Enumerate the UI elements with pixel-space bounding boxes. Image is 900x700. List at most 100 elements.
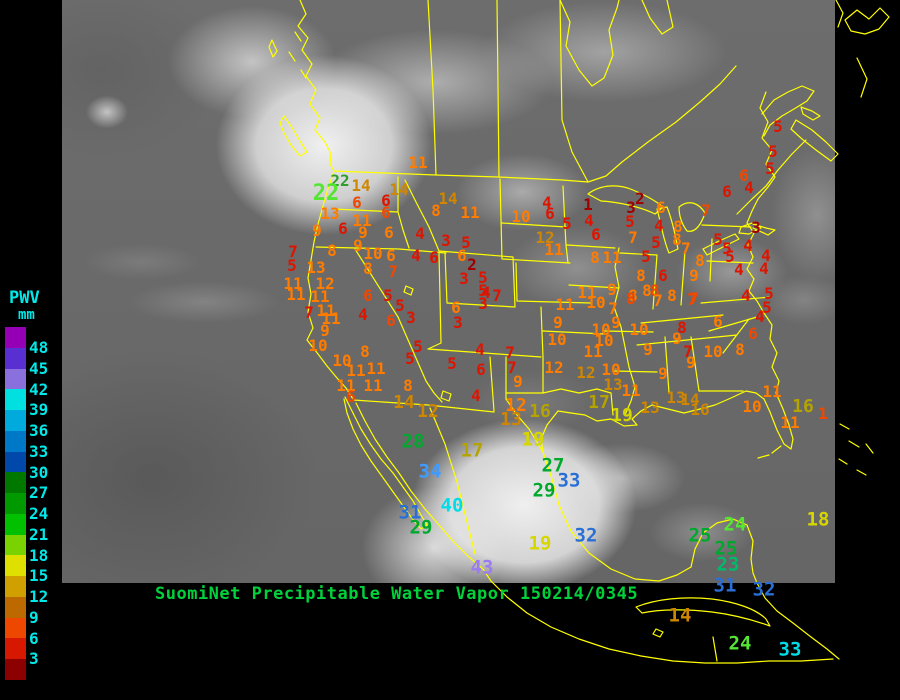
station-value: 4 [761, 246, 771, 265]
station-value: 25 [714, 537, 738, 560]
station-value: 7 [608, 299, 618, 318]
station-value: 6 [429, 248, 439, 267]
station-value: 40 [440, 494, 464, 517]
station-value: 9 [611, 313, 621, 332]
station-value: 5 [405, 349, 415, 368]
station-value: 13 [603, 375, 623, 394]
station-value: 4 [542, 193, 552, 212]
legend-label: 15 [29, 566, 49, 586]
station-value: 5 [713, 230, 723, 249]
station-value: 11 [310, 287, 330, 306]
legend-swatch [5, 451, 26, 473]
station-value: 8 [327, 241, 337, 260]
station-value: 9 [672, 329, 682, 348]
station-value: 19 [611, 405, 633, 426]
station-value: 11 [363, 376, 383, 395]
station-value: 29 [409, 516, 433, 539]
central-eastern-state-borders [566, 224, 772, 416]
station-value: 9 [312, 221, 322, 240]
station-value: 17 [588, 392, 610, 413]
station-value: 43 [470, 556, 494, 579]
st-lawrence-river [736, 139, 807, 215]
station-value: 8 [628, 286, 638, 305]
station-value: 10 [547, 330, 567, 349]
station-value: 3 [459, 269, 469, 288]
station-value: 7 [681, 239, 691, 258]
cuba-outline [635, 597, 771, 638]
station-value: 8 [590, 248, 600, 267]
station-value: 28 [401, 430, 425, 453]
great-lakes-outline [587, 185, 762, 256]
maritimes-coast [761, 85, 839, 162]
station-value: 24 [728, 632, 752, 655]
legend-swatch [5, 389, 26, 411]
station-value: 11 [780, 413, 800, 432]
station-value: 1 [818, 404, 828, 423]
station-value: 9 [320, 321, 330, 340]
legend-label: 18 [29, 545, 49, 565]
station-value: 32 [574, 524, 598, 547]
station-value: 11 [602, 248, 622, 267]
station-value: 5 [478, 281, 488, 300]
station-value: 5 [651, 233, 661, 252]
legend-label: 6 [29, 628, 39, 648]
station-value: 4 [759, 259, 769, 278]
station-value: 7 [492, 286, 502, 305]
station-value: 5 [395, 296, 405, 315]
station-value: 10 [363, 244, 383, 263]
pwv-legend: PWV mm 48 45 42 39 36 33 30 27 24 21 18 15 12 9 6 3 [5, 288, 63, 680]
station-value: 1 [583, 195, 593, 214]
station-value: 4 [475, 340, 485, 359]
station-value: 4 [744, 178, 754, 197]
station-value: 29 [532, 479, 556, 502]
station-value: 10 [511, 207, 531, 226]
station-value: 12 [535, 228, 555, 247]
station-value: 8 [363, 259, 373, 278]
station-value: 10 [594, 331, 614, 350]
station-value: 9 [553, 313, 563, 332]
legend-label: 12 [29, 587, 49, 606]
station-value: 9 [607, 280, 617, 299]
station-value: 14 [351, 176, 371, 195]
station-value: 11 [283, 274, 303, 293]
station-value: 7 [653, 291, 663, 310]
station-value: 23 [716, 553, 740, 576]
station-value: 7 [687, 290, 697, 309]
legend-swatch [5, 410, 26, 431]
station-value: 18 [806, 508, 830, 531]
station-value: 11 [762, 382, 782, 401]
station-value: 7 [505, 343, 515, 362]
station-value: 7 [304, 303, 314, 322]
station-value: 11 [583, 342, 603, 361]
station-value: 13 [500, 409, 522, 430]
legend-swatch [5, 513, 26, 535]
station-value: 11 [316, 301, 336, 320]
station-value: 10 [308, 336, 328, 355]
inland-lakes [403, 285, 452, 402]
legend-swatch [5, 659, 26, 680]
station-value: 5 [625, 212, 635, 231]
station-value: 3 [453, 313, 463, 332]
station-value: 17 [460, 439, 484, 462]
station-value: 6 [352, 193, 362, 212]
legend-label: 9 [29, 607, 39, 627]
station-value: 5 [768, 142, 778, 161]
station-value: 12 [544, 358, 564, 377]
station-value: 19 [521, 428, 545, 451]
station-value: 33 [778, 638, 802, 661]
station-value: 3 [441, 231, 451, 250]
station-value: 12 [315, 274, 335, 293]
station-value: 25 [688, 524, 712, 547]
legend-swatch [5, 368, 26, 390]
station-value: 10 [601, 360, 621, 379]
legend-swatch [5, 576, 26, 597]
station-value: 14 [389, 180, 409, 199]
bahamas-marks [838, 423, 874, 476]
station-value: 10 [591, 320, 611, 339]
station-value: 3 [626, 198, 636, 217]
station-value: 3 [406, 308, 416, 327]
station-value: 9 [689, 266, 699, 285]
station-value: 11 [555, 295, 575, 314]
station-value: 16 [792, 396, 814, 417]
mexico-border-coastlines [343, 396, 692, 582]
